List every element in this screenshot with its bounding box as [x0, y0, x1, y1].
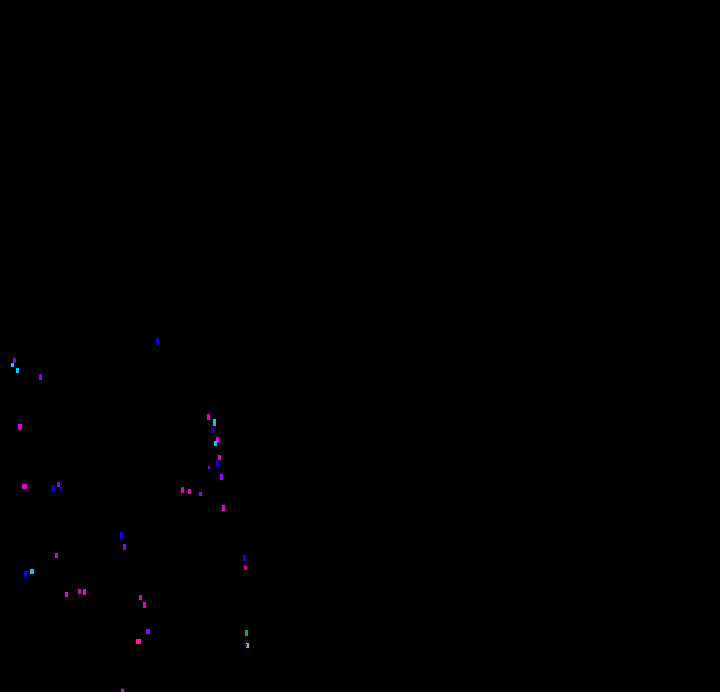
data-point	[18, 424, 22, 430]
data-point	[244, 566, 247, 570]
data-point	[51, 485, 55, 491]
data-point	[57, 482, 60, 487]
data-point	[207, 414, 210, 420]
data-point	[199, 492, 202, 496]
data-point	[216, 461, 219, 467]
data-point	[146, 629, 150, 634]
data-point	[60, 487, 62, 491]
data-point	[24, 571, 27, 577]
data-point	[216, 437, 219, 443]
data-point	[65, 592, 68, 597]
empty-region-top	[0, 0, 720, 330]
data-point	[123, 544, 126, 550]
data-point	[39, 374, 42, 380]
data-point	[245, 630, 248, 636]
data-point	[120, 532, 123, 539]
data-point	[208, 466, 210, 469]
data-point	[30, 569, 34, 574]
data-point	[11, 363, 14, 367]
data-point	[213, 419, 216, 426]
data-point	[136, 639, 141, 644]
data-point	[139, 595, 142, 600]
data-point	[181, 487, 184, 493]
data-point	[13, 358, 16, 363]
data-point	[156, 338, 159, 345]
data-point	[245, 644, 247, 647]
data-point	[214, 441, 217, 446]
empty-region-right	[300, 330, 720, 692]
data-point	[222, 505, 225, 511]
data-point	[16, 368, 19, 373]
data-point	[218, 455, 221, 460]
data-point	[143, 602, 146, 608]
data-point	[211, 428, 214, 433]
data-point	[220, 474, 223, 480]
data-point	[78, 589, 81, 594]
data-point	[55, 553, 58, 558]
data-point	[121, 689, 124, 692]
data-point	[83, 589, 86, 595]
data-point	[188, 489, 191, 494]
data-point	[22, 484, 27, 489]
data-point	[246, 643, 249, 648]
data-point	[243, 555, 246, 561]
